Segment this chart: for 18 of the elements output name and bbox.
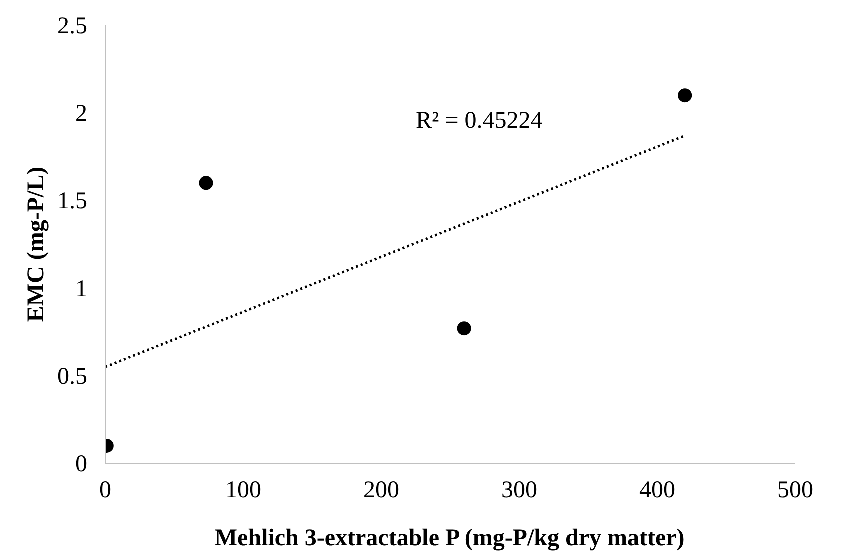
point <box>678 88 692 103</box>
x-tick-label: 100 <box>226 478 262 504</box>
x-tick-label: 200 <box>364 478 400 504</box>
y-tick-label: 1 <box>76 276 88 302</box>
y-tick-label: 1.5 <box>58 188 88 215</box>
y-axis-title: EMC (mg-P/L) <box>24 166 50 322</box>
x-axis-title: Mehlich 3-extractable P (mg-P/kg dry matter) <box>214 526 685 552</box>
x-tick-label: 400 <box>640 478 676 504</box>
point <box>457 322 472 336</box>
x-tick-label: 500 <box>778 478 814 504</box>
y-tick-label: 0 <box>76 452 88 478</box>
x-tick-label: 0 <box>100 478 112 504</box>
y-tick-label: 2.5 <box>58 14 88 40</box>
point <box>199 176 214 190</box>
x-tick-label: 300 <box>502 478 538 504</box>
y-tick-label: 2 <box>76 101 88 128</box>
y-tick-label: 0.5 <box>58 364 88 390</box>
annotation: R² = 0.45224 <box>416 108 543 134</box>
